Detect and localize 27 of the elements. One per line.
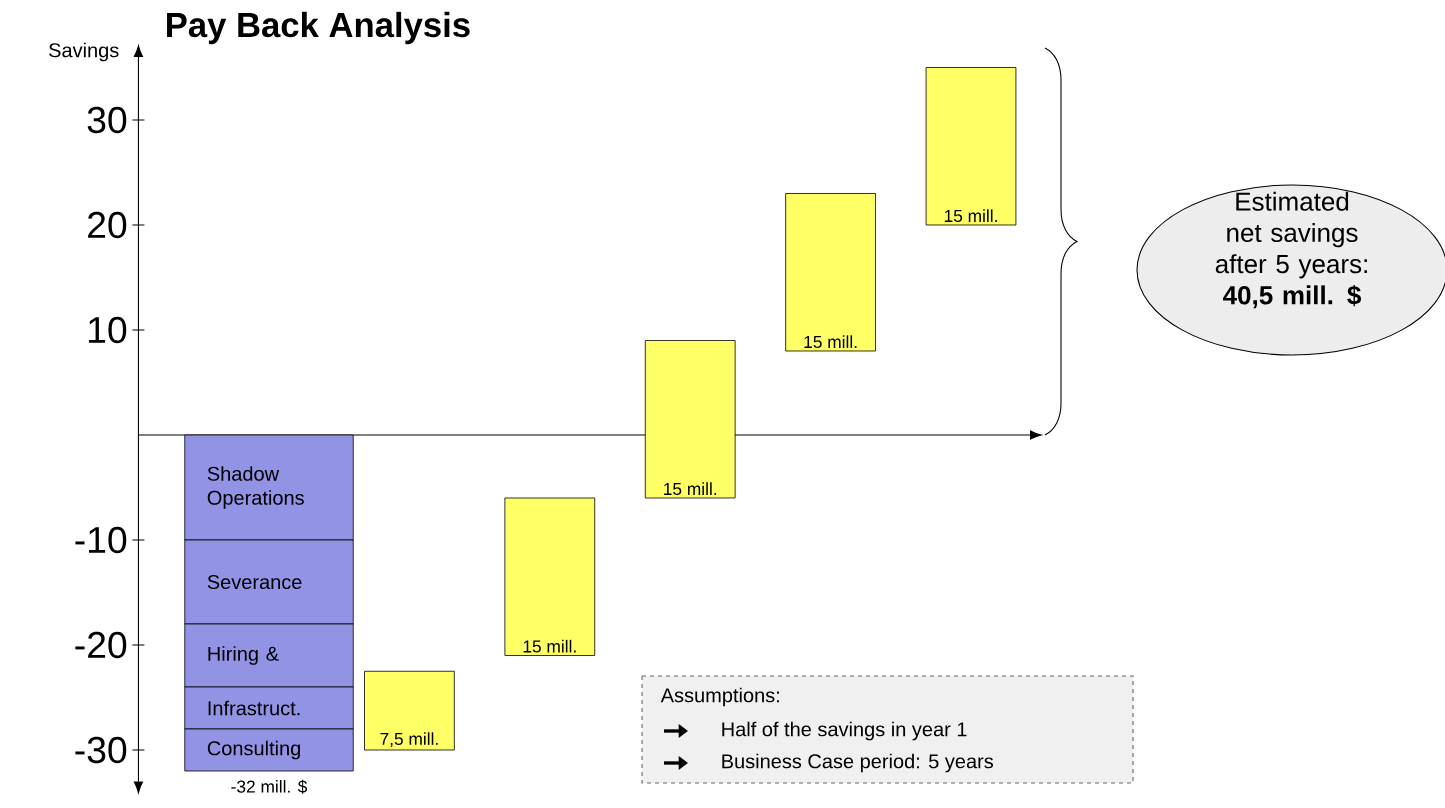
bar [364, 670, 455, 751]
bar [504, 497, 596, 656]
text: Estimated net savings after 5 years: 40,5 mill. $ [1215, 191, 1367, 309]
y-tick-label: -30 [75, 736, 127, 764]
data-label: 15 mill. [944, 209, 997, 223]
annotation: Business Case period: 5 years [722, 753, 994, 773]
data-label: 15 mill. [664, 482, 717, 496]
y-axis-title: Savings [49, 42, 119, 62]
series-label: Hiring & [208, 646, 279, 665]
data-label: 7,5 mill. [380, 732, 438, 748]
chart-title: Pay Back Analysis [167, 11, 470, 45]
total-label: -32 mill. $ [231, 779, 308, 794]
series-label: Consulting [207, 740, 300, 760]
data-label: 15 mill. [804, 335, 857, 349]
annotation: Assumptions: [660, 687, 779, 707]
y-tick-label: -10 [75, 526, 127, 554]
series-label: Shadow Operations [207, 466, 304, 509]
bar [785, 193, 876, 352]
annotation: Half of the savings in year 1 [722, 721, 967, 741]
bar [925, 67, 1017, 226]
data-label: 15 mill. [523, 639, 576, 653]
y-tick-label: 10 [89, 316, 127, 344]
y-tick-label: 20 [88, 211, 127, 239]
y-tick-label: -20 [75, 631, 127, 659]
series-label: Infrastruct. [208, 700, 300, 716]
y-tick-label: 30 [87, 106, 127, 134]
series-label: Severance [207, 574, 302, 590]
